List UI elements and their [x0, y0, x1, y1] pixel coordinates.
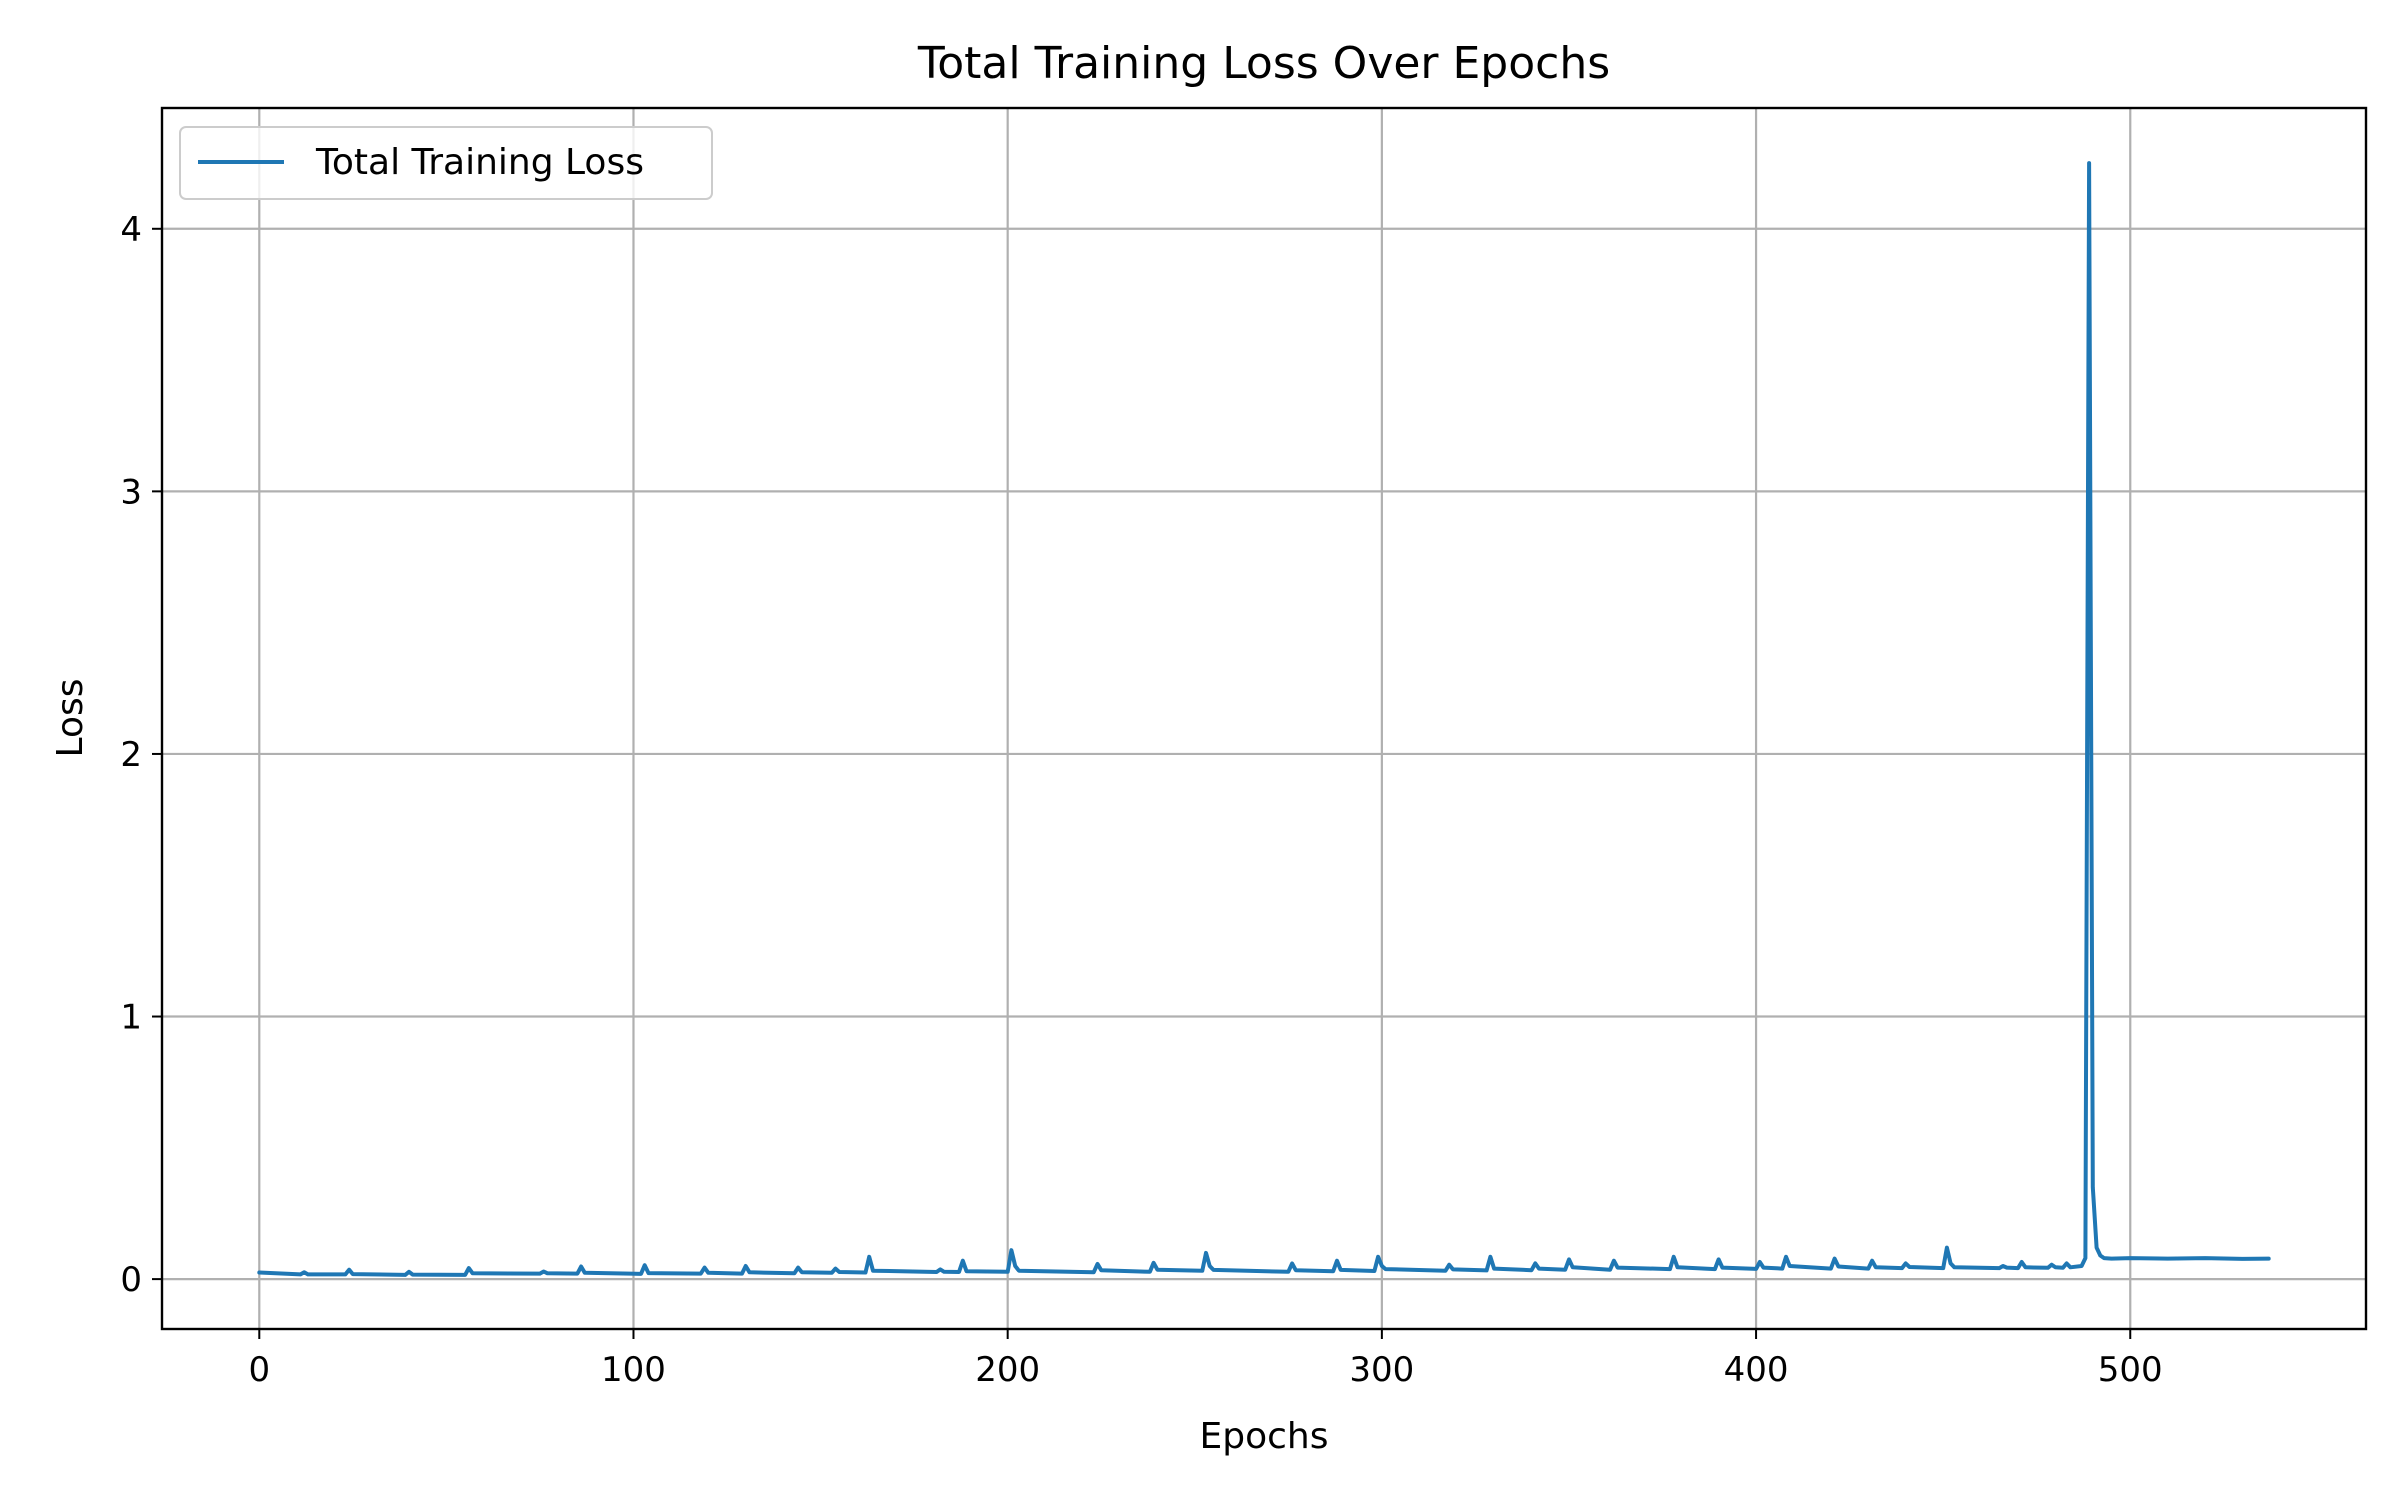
legend-box: [179, 126, 713, 200]
y-tick-label: 4: [120, 210, 142, 250]
plot-frame: [160, 106, 2368, 1331]
chart-title: Total Training Loss Over Epochs: [917, 38, 1610, 89]
y-tick-label: 3: [120, 472, 142, 512]
x-tick-label: 400: [1724, 1350, 1789, 1390]
x-tick-label: 200: [975, 1350, 1040, 1390]
grid-layer: [162, 108, 2366, 1329]
legend: Total Training Loss: [179, 126, 713, 200]
x-tick-label: 300: [1349, 1350, 1414, 1390]
y-tick-label: 1: [120, 998, 142, 1038]
x-tick-label: 100: [601, 1350, 666, 1390]
y-tick-label: 2: [120, 735, 142, 775]
legend-label: Total Training Loss: [315, 142, 644, 183]
series-layer: [257, 161, 2271, 1277]
x-tick-label: 500: [2098, 1350, 2163, 1390]
ticks-layer: 0 100 200 300 400 500 0 1 2 3 4: [120, 210, 2162, 1390]
x-axis-label: Epochs: [1200, 1416, 1329, 1457]
x-tick-label: 0: [248, 1350, 270, 1390]
series-line-total-training-loss: [257, 161, 2271, 1277]
y-axis-label: Loss: [50, 679, 91, 758]
y-tick-label: 0: [120, 1260, 142, 1300]
